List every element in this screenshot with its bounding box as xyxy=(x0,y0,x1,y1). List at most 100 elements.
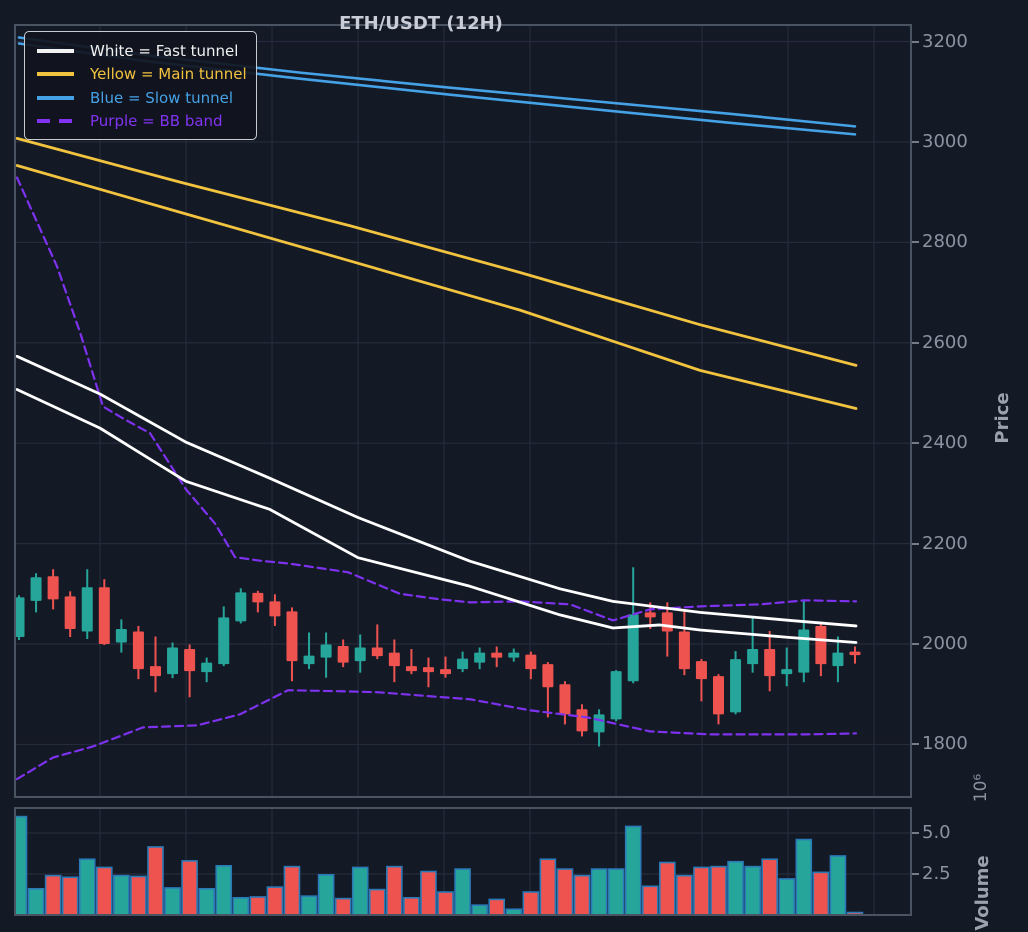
candle-body xyxy=(286,611,298,662)
volume-5-tickmark xyxy=(912,832,919,834)
legend-swatch-line-icon xyxy=(37,95,74,100)
legend-item-3: Purple = BB band xyxy=(37,110,246,134)
candle-body xyxy=(167,647,179,675)
volume-bar xyxy=(61,876,79,916)
volume-bar xyxy=(249,896,267,916)
volume-bar xyxy=(437,891,454,916)
candle-body xyxy=(269,601,281,617)
candle-up xyxy=(115,619,127,653)
price-panel xyxy=(14,24,912,798)
candle-down xyxy=(47,569,59,610)
candle-body xyxy=(798,629,810,673)
volume-bar xyxy=(693,866,710,916)
volume-2.5-tickmark xyxy=(912,873,919,875)
volume-bar xyxy=(812,871,830,916)
candle-body xyxy=(252,592,264,603)
volume-bar xyxy=(676,874,693,916)
volume-bar xyxy=(44,874,62,916)
candle-body xyxy=(610,671,622,720)
volume-bar xyxy=(590,868,608,916)
candle-body xyxy=(14,597,25,638)
candle-down xyxy=(252,590,264,613)
candle-up xyxy=(30,573,42,613)
candle-body xyxy=(98,587,110,645)
candle-body xyxy=(115,628,127,643)
volume-bar xyxy=(368,888,386,916)
volume-bar xyxy=(539,858,557,916)
candle-up xyxy=(14,595,25,641)
candle-up xyxy=(201,657,213,683)
legend-swatch-line-icon xyxy=(37,48,74,53)
candle-up xyxy=(593,709,605,747)
candle-body xyxy=(303,655,315,665)
candle-body xyxy=(713,676,725,715)
price-axis-label: Price xyxy=(992,392,1013,444)
candle-body xyxy=(832,652,844,667)
candle-down xyxy=(149,636,161,693)
candle-down xyxy=(405,649,417,675)
volume-chart-canvas xyxy=(14,807,912,916)
candle-body xyxy=(64,596,76,629)
volume-bar xyxy=(351,866,369,916)
candle-down xyxy=(713,674,725,725)
candle-body xyxy=(781,669,793,675)
volume-axis-offset-text: 10⁶ xyxy=(971,773,991,803)
candle-body xyxy=(405,666,417,672)
volume-2.5-ticklabel: 2.5 xyxy=(922,863,951,884)
volume-bar xyxy=(130,875,147,916)
candle-down xyxy=(849,646,861,664)
candle-body xyxy=(149,666,161,677)
candle-body xyxy=(132,631,144,670)
volume-bar xyxy=(710,865,727,916)
volume-bar xyxy=(198,887,215,916)
volume-bar xyxy=(778,878,796,916)
volume-bar xyxy=(334,897,352,916)
volume-bar xyxy=(147,846,164,916)
volume-bar xyxy=(266,886,284,916)
candle-down xyxy=(695,659,707,702)
volume-bar xyxy=(454,868,471,916)
volume-bar xyxy=(113,874,130,916)
bb_band_lower-line xyxy=(15,689,858,781)
candle-up xyxy=(627,567,639,684)
price-2600-tickmark xyxy=(912,341,919,344)
price-3200-tickmark xyxy=(912,40,919,43)
price-2200-tickmark xyxy=(912,542,919,545)
candle-down xyxy=(815,624,827,677)
legend-item-1: Yellow = Main tunnel xyxy=(37,63,247,87)
candle-body xyxy=(644,612,656,618)
candle-down xyxy=(678,611,690,676)
legend-item-0: White = Fast tunnel xyxy=(37,39,246,63)
candle-down xyxy=(440,656,452,678)
candle-up xyxy=(235,588,247,624)
fast_tunnel_lower-line xyxy=(15,388,858,644)
indicator-lines xyxy=(15,36,858,781)
candle-up xyxy=(81,569,93,640)
candle-body xyxy=(491,652,503,658)
volume-bar xyxy=(78,858,96,916)
volume-bar xyxy=(624,825,642,916)
candle-body xyxy=(695,661,707,680)
candle-down xyxy=(542,662,554,718)
chart-title: ETH/USDT (12H) xyxy=(339,13,503,34)
candle-body xyxy=(422,667,434,673)
candle-down xyxy=(388,639,400,683)
candle-body xyxy=(457,658,469,670)
legend-label: Purple = BB band xyxy=(90,112,223,131)
candle-down xyxy=(422,657,434,688)
price-gridlines xyxy=(14,24,912,798)
legend-item-2: Blue = Slow tunnel xyxy=(37,86,246,110)
volume-bar xyxy=(420,870,437,916)
candle-up xyxy=(798,599,810,683)
candle-down xyxy=(286,607,298,682)
volume-axis-label: Volume xyxy=(972,855,993,931)
candle-down xyxy=(525,651,537,680)
volume-bar xyxy=(556,868,574,916)
candle-down xyxy=(132,625,144,680)
candle-body xyxy=(354,647,366,662)
candle-body xyxy=(764,649,776,677)
candle-body xyxy=(474,652,486,663)
candle-body xyxy=(30,577,42,601)
volume-5-ticklabel: 5.0 xyxy=(922,822,951,843)
